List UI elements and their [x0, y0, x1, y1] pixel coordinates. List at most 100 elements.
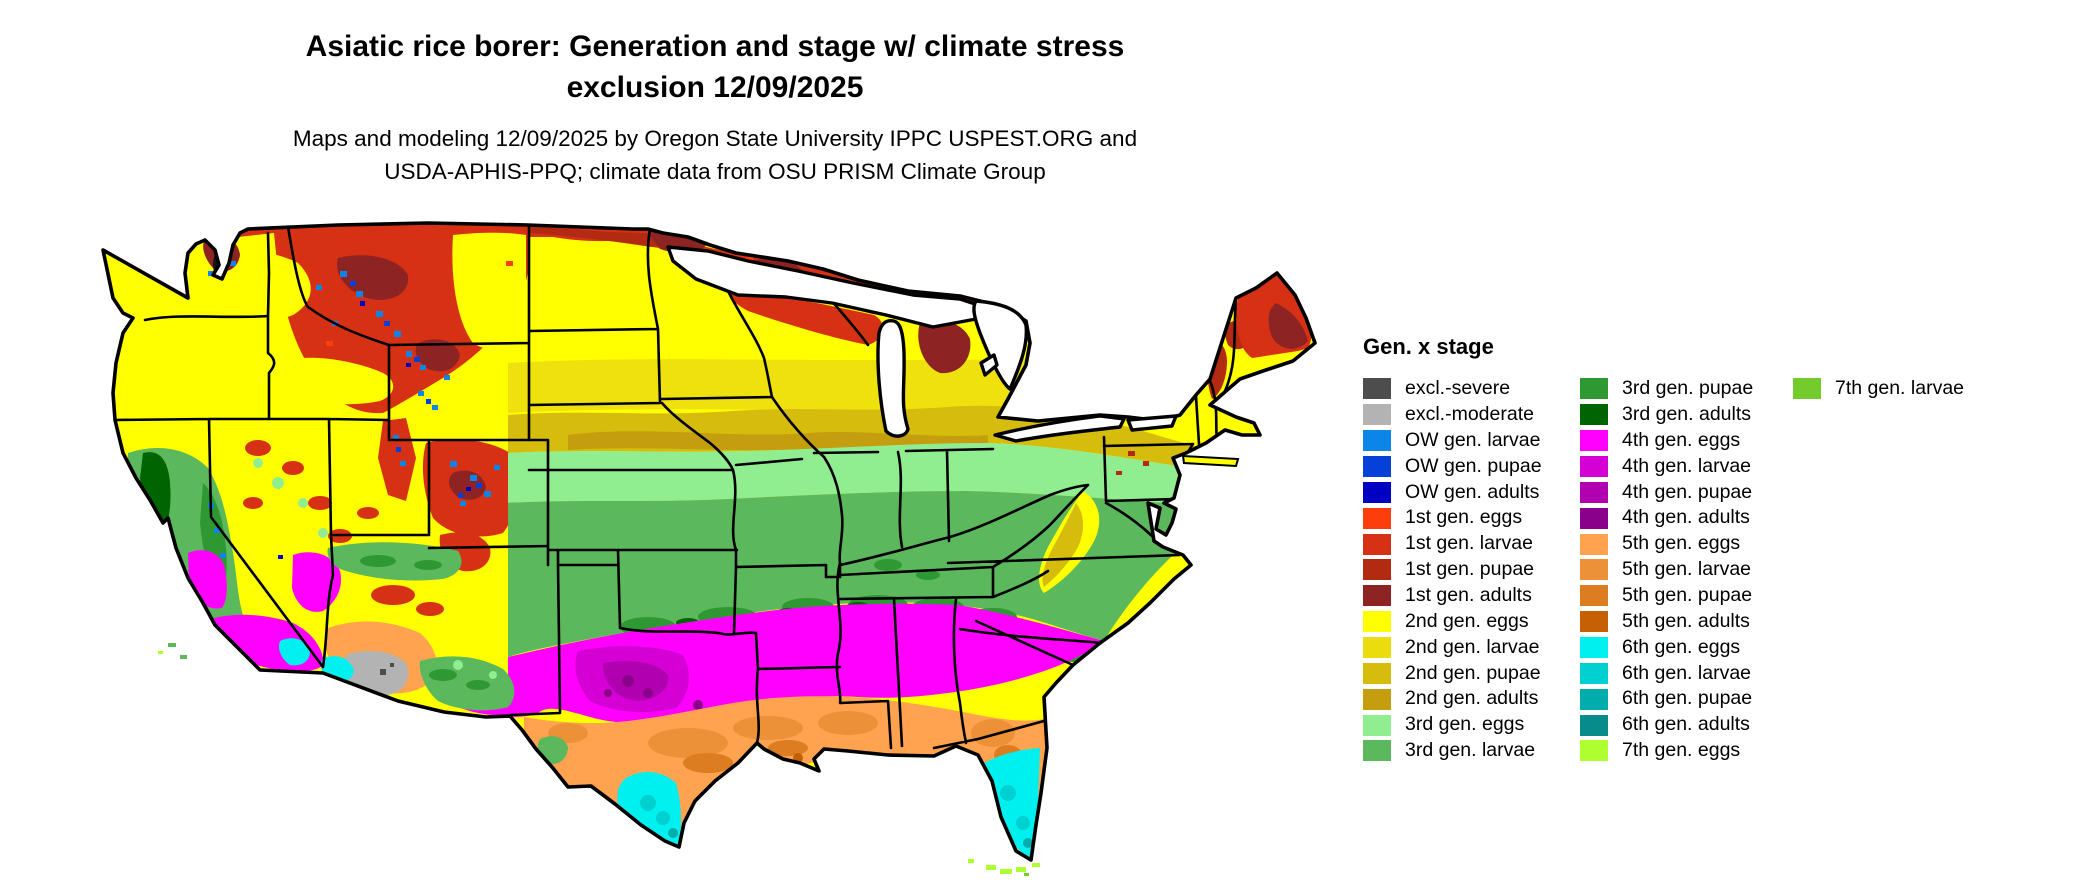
lake-erie — [993, 414, 1126, 443]
legend-swatch — [1363, 559, 1391, 581]
legend-column: excl.-severe excl.-moderate OW gen. larvae… — [1363, 376, 1542, 764]
legend-item: excl.-severe — [1363, 376, 1542, 402]
legend-item: 7th gen. eggs — [1580, 738, 1753, 764]
legend-label: 1st gen. larvae — [1405, 532, 1533, 555]
channel-islands — [158, 643, 187, 659]
legend-swatch — [1580, 404, 1608, 426]
lake-huron — [972, 299, 1029, 391]
legend-swatch — [1793, 378, 1821, 400]
legend-item: 6th gen. eggs — [1580, 635, 1753, 661]
legend-swatch — [1580, 714, 1608, 736]
legend-label: 3rd gen. larvae — [1405, 739, 1536, 762]
legend-label: 6th gen. eggs — [1622, 635, 1741, 658]
legend-swatch — [1363, 456, 1391, 477]
legend-item: 3rd gen. adults — [1580, 402, 1753, 428]
legend-label: 5th gen. larvae — [1622, 558, 1752, 581]
legend-swatch — [1363, 585, 1391, 607]
legend-label: 2nd gen. adults — [1405, 687, 1539, 710]
legend-swatch — [1580, 637, 1608, 659]
map-subtitle: Maps and modeling 12/09/2025 by Oregon S… — [0, 122, 1430, 188]
legend-swatch — [1363, 637, 1391, 659]
legend-swatch — [1363, 688, 1391, 710]
legend-item: excl.-moderate — [1363, 402, 1542, 428]
legend-swatch — [1363, 740, 1391, 762]
legend-item: 1st gen. pupae — [1363, 557, 1542, 583]
legend-item: 4th gen. eggs — [1580, 428, 1753, 454]
legend-item: 4th gen. pupae — [1580, 479, 1753, 505]
legend-item: 5th gen. larvae — [1580, 557, 1753, 583]
legend-swatch — [1363, 611, 1391, 633]
legend-label: 1st gen. adults — [1405, 584, 1532, 607]
great-lakes — [666, 245, 1178, 443]
legend-swatch — [1363, 714, 1391, 736]
legend-label: 1st gen. eggs — [1405, 506, 1523, 529]
lake-ontario — [1126, 414, 1178, 432]
map-title-line2: exclusion 12/09/2025 — [566, 71, 864, 104]
legend-item: 3rd gen. pupae — [1580, 376, 1753, 402]
legend-label: 5th gen. pupae — [1622, 584, 1753, 607]
legend-swatch — [1580, 559, 1608, 581]
legend-swatch — [1363, 430, 1391, 452]
legend-swatch — [1363, 662, 1391, 684]
legend-label: 1st gen. pupae — [1405, 558, 1535, 581]
legend-swatch — [1580, 585, 1608, 607]
legend-label: 7th gen. eggs — [1622, 739, 1741, 762]
legend-item: 6th gen. larvae — [1580, 660, 1753, 686]
legend-item: 5th gen. pupae — [1580, 583, 1753, 609]
legend-label: 5th gen. eggs — [1622, 532, 1741, 555]
legend-item: OW gen. pupae — [1363, 454, 1542, 480]
legend-swatch — [1580, 740, 1608, 762]
legend-title: Gen. x stage — [1363, 334, 1494, 359]
legend-label: OW gen. larvae — [1405, 428, 1541, 451]
legend-swatch — [1363, 378, 1391, 400]
legend-swatch — [1580, 430, 1608, 452]
state-borders — [113, 225, 1258, 750]
legend-label: 5th gen. adults — [1622, 609, 1750, 632]
legend-item: 1st gen. adults — [1363, 583, 1542, 609]
legend-swatch — [1580, 481, 1608, 503]
map-subtitle-line2: USDA-APHIS-PPQ; climate data from OSU PR… — [384, 159, 1046, 184]
legend-swatch — [1363, 404, 1391, 426]
legend-item: 3rd gen. eggs — [1363, 712, 1542, 738]
legend-item: 4th gen. adults — [1580, 505, 1753, 531]
us-outline — [101, 221, 1317, 862]
legend-item: 1st gen. eggs — [1363, 505, 1542, 531]
title-block: Asiatic rice borer: Generation and stage… — [0, 26, 1430, 188]
map-title-line1: Asiatic rice borer: Generation and stage… — [305, 30, 1125, 63]
long-island — [1181, 454, 1240, 468]
florida-keys — [968, 859, 1040, 876]
legend-swatch — [1580, 662, 1608, 684]
legend-label: 4th gen. eggs — [1622, 428, 1741, 451]
legend-swatch — [1580, 611, 1608, 633]
legend-label: 4th gen. larvae — [1622, 454, 1752, 477]
legend-item: 6th gen. pupae — [1580, 686, 1753, 712]
legend-column: 3rd gen. pupae 3rd gen. adults 4th gen. eg… — [1580, 376, 1753, 764]
legend-swatch — [1580, 507, 1608, 529]
legend-label: excl.-severe — [1405, 377, 1511, 400]
legend-label: 4th gen. adults — [1622, 506, 1750, 529]
saginaw-bay — [979, 353, 999, 377]
legend-item: 6th gen. adults — [1580, 712, 1753, 738]
legend-label: OW gen. adults — [1405, 480, 1540, 503]
legend-item: OW gen. larvae — [1363, 428, 1542, 454]
legend-label: 4th gen. pupae — [1622, 480, 1753, 503]
legend-swatch — [1580, 688, 1608, 710]
legend-label: 6th gen. larvae — [1622, 661, 1752, 684]
legend-item: 1st gen. larvae — [1363, 531, 1542, 557]
legend-item: 4th gen. larvae — [1580, 454, 1753, 480]
legend-label: excl.-moderate — [1405, 403, 1534, 426]
us-map — [101, 221, 1317, 876]
legend-label: OW gen. pupae — [1405, 454, 1542, 477]
legend-label: 2nd gen. eggs — [1405, 609, 1529, 632]
legend-label: 7th gen. larvae — [1835, 377, 1965, 400]
legend-item: 3rd gen. larvae — [1363, 738, 1542, 764]
legend-label: 3rd gen. eggs — [1405, 713, 1525, 736]
map-subtitle-line1: Maps and modeling 12/09/2025 by Oregon S… — [292, 126, 1138, 151]
legend-label: 6th gen. adults — [1622, 713, 1750, 736]
legend-swatch — [1363, 507, 1391, 529]
legend-item: 2nd gen. adults — [1363, 686, 1542, 712]
legend-swatch — [1580, 378, 1608, 400]
legend-item: 2nd gen. larvae — [1363, 635, 1542, 661]
legend-column: 7th gen. larvae — [1793, 376, 1964, 402]
